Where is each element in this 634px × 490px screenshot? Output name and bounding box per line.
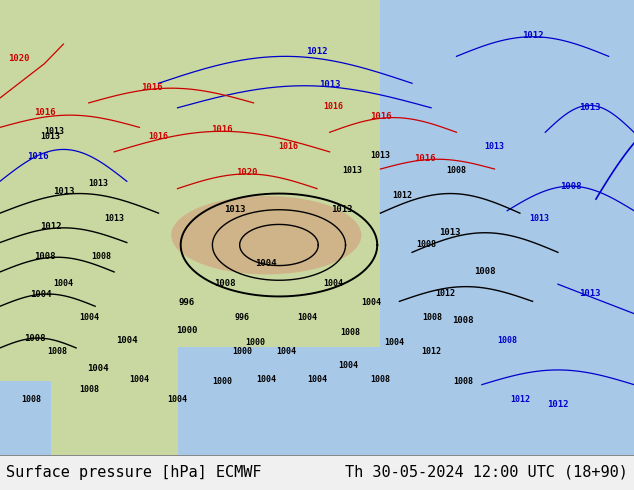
Text: 1016: 1016 bbox=[278, 142, 299, 150]
Text: 1004: 1004 bbox=[30, 291, 52, 299]
Text: 996: 996 bbox=[235, 313, 250, 322]
Text: 1004: 1004 bbox=[129, 375, 150, 384]
Text: 1008: 1008 bbox=[79, 385, 99, 394]
Ellipse shape bbox=[171, 196, 361, 274]
Text: 1004: 1004 bbox=[297, 313, 318, 322]
Bar bbox=[0, 381, 51, 455]
Text: 1008: 1008 bbox=[47, 347, 67, 356]
Text: 1000: 1000 bbox=[232, 347, 252, 356]
Text: 1012: 1012 bbox=[306, 47, 328, 56]
Text: 1004: 1004 bbox=[256, 259, 277, 268]
Bar bbox=[380, 0, 634, 368]
Text: 1013: 1013 bbox=[44, 127, 64, 136]
Text: 1013: 1013 bbox=[342, 166, 362, 175]
Text: 1016: 1016 bbox=[211, 125, 233, 134]
Text: 1013: 1013 bbox=[332, 205, 353, 214]
Text: 1013: 1013 bbox=[41, 132, 61, 141]
Text: 1013: 1013 bbox=[104, 214, 124, 222]
Text: Th 30-05-2024 12:00 UTC (18+90): Th 30-05-2024 12:00 UTC (18+90) bbox=[345, 465, 628, 480]
Text: 1013: 1013 bbox=[88, 179, 108, 188]
Text: 1012: 1012 bbox=[522, 31, 543, 40]
Text: 1004: 1004 bbox=[323, 279, 343, 288]
Text: 1013: 1013 bbox=[484, 142, 505, 150]
Text: 1004: 1004 bbox=[53, 279, 74, 288]
Text: 1008: 1008 bbox=[370, 375, 391, 384]
Text: 1008: 1008 bbox=[24, 334, 46, 343]
Text: 1004: 1004 bbox=[79, 313, 99, 322]
Text: 1004: 1004 bbox=[116, 336, 138, 345]
Text: 1004: 1004 bbox=[167, 395, 188, 404]
Text: 1013: 1013 bbox=[319, 80, 340, 89]
Text: 1008: 1008 bbox=[497, 336, 517, 345]
Text: 1004: 1004 bbox=[256, 375, 276, 384]
Text: 1012: 1012 bbox=[510, 395, 530, 404]
Text: 1008: 1008 bbox=[446, 166, 467, 175]
Text: 1004: 1004 bbox=[87, 364, 109, 373]
Text: 1013: 1013 bbox=[579, 290, 600, 298]
Text: 1016: 1016 bbox=[141, 83, 163, 92]
Text: 1012: 1012 bbox=[547, 400, 569, 409]
Text: 1008: 1008 bbox=[560, 182, 581, 191]
Text: 1013: 1013 bbox=[529, 214, 549, 222]
Text: 1013: 1013 bbox=[224, 205, 245, 214]
Text: 1004: 1004 bbox=[361, 298, 381, 307]
Bar bbox=[0, 455, 634, 456]
Text: 1008: 1008 bbox=[91, 252, 112, 261]
Text: 1013: 1013 bbox=[53, 187, 74, 196]
Text: 1016: 1016 bbox=[148, 132, 169, 141]
Text: 1020: 1020 bbox=[8, 54, 30, 63]
Text: 1008: 1008 bbox=[34, 252, 55, 261]
Text: 996: 996 bbox=[179, 298, 195, 307]
Text: 1004: 1004 bbox=[339, 361, 359, 369]
Text: 1000: 1000 bbox=[176, 326, 198, 335]
Text: 1013: 1013 bbox=[370, 151, 391, 160]
Text: 1004: 1004 bbox=[276, 347, 297, 356]
Text: 1008: 1008 bbox=[340, 328, 360, 337]
Text: 1008: 1008 bbox=[416, 240, 436, 248]
Text: 1000: 1000 bbox=[245, 338, 265, 346]
Text: 1013: 1013 bbox=[439, 228, 461, 237]
Text: 1004: 1004 bbox=[307, 375, 327, 384]
Text: 1016: 1016 bbox=[323, 102, 343, 111]
Text: 1008: 1008 bbox=[452, 317, 474, 325]
Bar bbox=[178, 347, 634, 455]
Text: 1016: 1016 bbox=[370, 112, 391, 121]
Text: 1016: 1016 bbox=[27, 152, 49, 161]
Bar bbox=[0, 455, 634, 490]
Text: 1016: 1016 bbox=[34, 108, 55, 117]
Text: 1012: 1012 bbox=[435, 289, 455, 297]
Text: Surface pressure [hPa] ECMWF: Surface pressure [hPa] ECMWF bbox=[6, 465, 262, 480]
Text: 1012: 1012 bbox=[392, 191, 413, 199]
Text: 1012: 1012 bbox=[40, 222, 61, 231]
Text: 1013: 1013 bbox=[579, 103, 600, 112]
Text: 1008: 1008 bbox=[22, 395, 42, 404]
Text: 1016: 1016 bbox=[414, 154, 436, 163]
Text: 1012: 1012 bbox=[421, 347, 441, 356]
Text: 1004: 1004 bbox=[384, 338, 404, 346]
Text: 1020: 1020 bbox=[236, 168, 258, 177]
Text: 1008: 1008 bbox=[422, 313, 443, 322]
Text: 1008: 1008 bbox=[214, 279, 236, 288]
Text: 1000: 1000 bbox=[212, 377, 232, 386]
Text: 1008: 1008 bbox=[474, 268, 496, 276]
Text: 1008: 1008 bbox=[453, 377, 473, 386]
